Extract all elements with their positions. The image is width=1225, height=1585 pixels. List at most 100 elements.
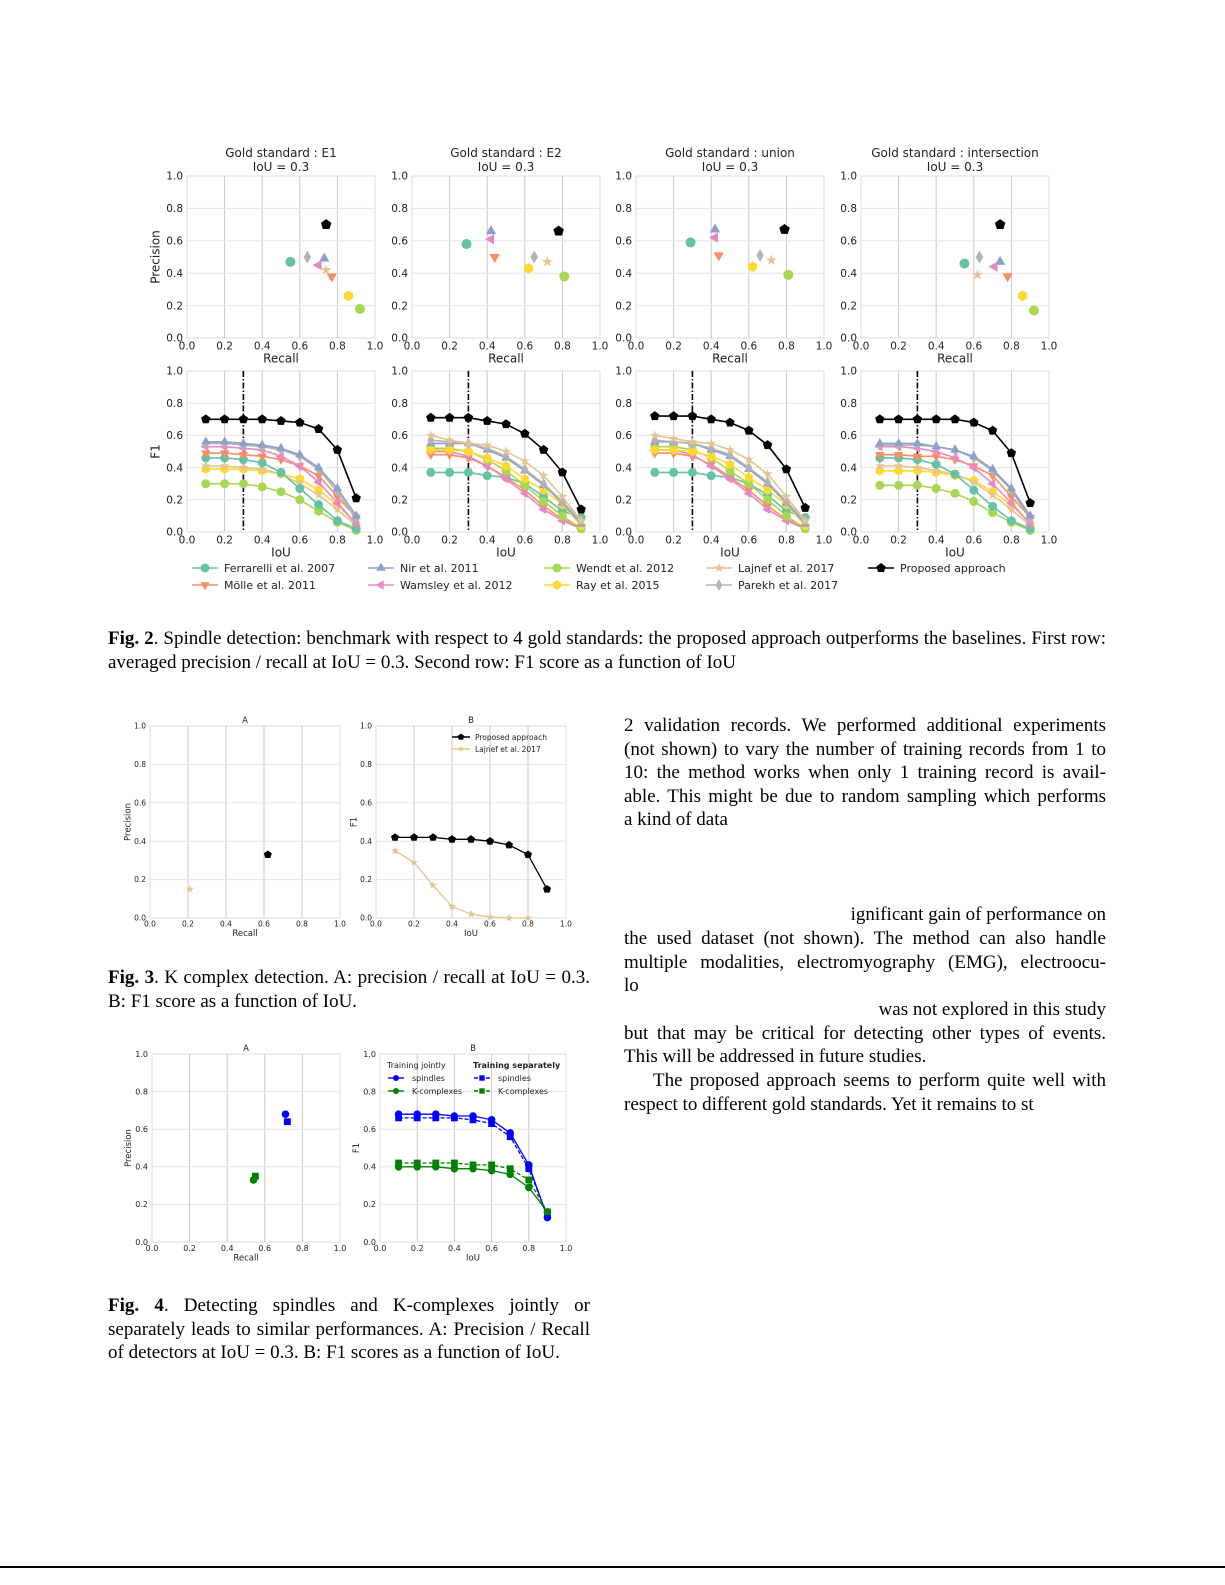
data-point <box>466 909 476 918</box>
data-point <box>504 913 514 922</box>
x-tick-label: 0.6 <box>516 535 533 547</box>
data-point <box>539 496 549 506</box>
fig2-caption-label: Fig. 2 <box>108 628 154 649</box>
x-tick-label: 0.6 <box>258 1244 271 1253</box>
x-tick-label: 0.0 <box>404 341 421 353</box>
x-tick-label: 0.4 <box>254 341 271 353</box>
data-point <box>713 252 724 262</box>
x-tick-label: 0.0 <box>370 920 382 929</box>
series-ferrarelli-et-al-2007 <box>875 453 1035 534</box>
data-point <box>313 489 324 500</box>
body-line: 10: the method works when only 1 trainin… <box>624 762 1106 783</box>
data-point <box>447 902 457 910</box>
chart-fig2-f1-intersection: 0.0 0.2 0.4 0.6 0.8 1.0 0.0 0.2 0.4 0.6 0.8 1.0 IoU <box>840 366 1057 560</box>
data-point <box>201 479 211 489</box>
y-tick-label: 0.0 <box>360 914 372 923</box>
data-point <box>519 488 528 498</box>
series-proposed-approach <box>553 225 564 236</box>
data-point <box>762 468 773 479</box>
y-tick-label: 0.2 <box>615 300 632 312</box>
x-axis-label: IoU <box>271 546 291 560</box>
y-tick-label: 0.2 <box>134 875 146 884</box>
legend-item: Lajnef et al. 2017 <box>706 562 834 575</box>
plot-area <box>149 725 341 919</box>
x-tick-label: 0.2 <box>441 535 458 547</box>
series-wendt-et-al-2012 <box>559 271 570 282</box>
y-tick-label: 0.6 <box>363 1125 376 1134</box>
data-point <box>893 438 904 447</box>
x-tick-label: 0.6 <box>516 341 533 353</box>
y-tick-label: 0.4 <box>135 1163 148 1172</box>
y-tick-label: 0.2 <box>135 1200 148 1209</box>
y-tick-label: 0.4 <box>840 268 857 280</box>
y-tick-label: 1.0 <box>391 171 408 183</box>
data-point <box>530 250 538 264</box>
series-lajnef-et-al-2017 <box>541 256 553 267</box>
y-tick-label: 0.8 <box>360 760 372 769</box>
x-axis-label: Recall <box>232 929 257 939</box>
series-ray-et-al-2015 <box>748 261 758 272</box>
y-tick-label: 0.6 <box>134 798 146 807</box>
data-point <box>669 467 679 477</box>
data-point <box>800 502 810 512</box>
legend-label: K-complexes <box>498 1087 548 1096</box>
x-tick-label: 0.2 <box>665 535 682 547</box>
x-tick-label: 1.0 <box>367 341 384 353</box>
data-point <box>894 480 904 490</box>
body-line: 2 validation records. We performed addit… <box>624 715 1106 736</box>
data-point <box>1006 483 1017 492</box>
data-point <box>972 269 983 280</box>
chart-title: B <box>470 1044 476 1054</box>
data-point <box>238 452 249 461</box>
data-point <box>781 464 792 474</box>
data-point <box>320 219 332 229</box>
data-point <box>1006 448 1017 458</box>
data-point <box>1018 290 1028 302</box>
series-k-complexes <box>395 1159 551 1216</box>
series-ray-et-al-2015 <box>524 263 534 274</box>
data-point <box>912 453 923 462</box>
x-tick-label: 1.0 <box>367 535 384 547</box>
data-point <box>931 414 941 424</box>
y-tick-label: 0.8 <box>391 203 408 215</box>
data-point <box>969 485 979 495</box>
data-point <box>893 414 904 424</box>
data-point <box>756 248 764 262</box>
data-point <box>238 414 249 424</box>
data-point <box>709 232 718 243</box>
legend-marker <box>552 580 562 590</box>
series-proposed-approach <box>201 414 361 503</box>
y-tick-label: 0.2 <box>840 494 857 506</box>
data-point <box>950 469 960 479</box>
x-tick-label: 0.0 <box>853 341 870 353</box>
data-point <box>950 488 960 498</box>
data-point <box>332 504 343 514</box>
x-tick-label: 0.4 <box>703 535 720 547</box>
fig2-caption-text: . Spindle detection: benchmark with resp… <box>108 628 1106 673</box>
series-proposed-approach <box>263 850 272 858</box>
chart-title: Gold standard : E2 <box>450 146 562 160</box>
x-tick-label: 0.6 <box>291 341 308 353</box>
x-tick-label: 0.4 <box>446 920 458 929</box>
legend-label: Parekh et al. 2017 <box>738 579 838 592</box>
series-proposed-approach <box>994 219 1006 229</box>
series-lajnef-et-al-2017 <box>649 430 811 525</box>
y-tick-label: 0.0 <box>135 1238 148 1247</box>
data-point <box>707 442 715 455</box>
legend-marker <box>393 1075 399 1081</box>
data-point <box>313 477 322 487</box>
data-point <box>501 419 511 429</box>
series-m-lle-et-al-2011 <box>1002 273 1013 283</box>
series-parekh-et-al-2017 <box>427 434 585 527</box>
data-point <box>219 450 230 459</box>
series-nir-et-al-2011 <box>709 223 721 233</box>
data-point <box>745 461 753 474</box>
series-wendt-et-al-2012 <box>354 303 365 314</box>
fig4-legend: Training jointly Training separately spind… <box>386 1061 561 1096</box>
chart-title: A <box>243 1044 249 1054</box>
x-tick-label: 0.0 <box>146 1244 159 1253</box>
data-point <box>875 438 885 447</box>
x-tick-label: 0.0 <box>628 535 645 547</box>
data-point <box>540 477 547 490</box>
chart-title: Gold standard : union <box>665 146 795 160</box>
